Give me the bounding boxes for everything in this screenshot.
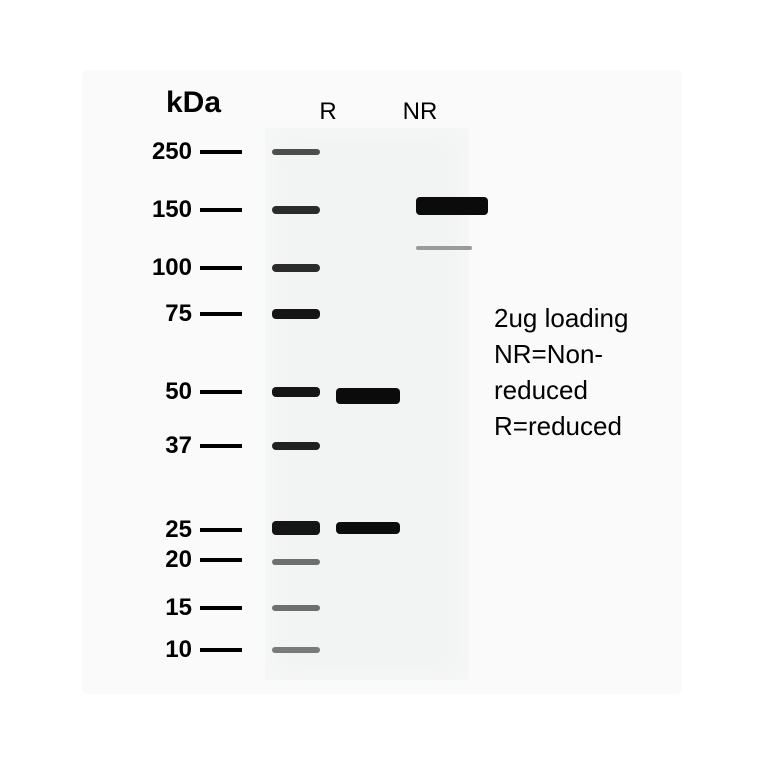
sample-band — [336, 522, 400, 534]
sample-band — [416, 197, 488, 215]
ladder-band — [272, 309, 320, 319]
ladder-band — [272, 559, 320, 565]
mw-label: 100 — [132, 254, 192, 282]
legend-line: R=reduced — [494, 408, 628, 444]
mw-tick — [200, 390, 242, 394]
mw-label: 15 — [132, 594, 192, 622]
mw-label: 50 — [132, 378, 192, 406]
legend-line: reduced — [494, 372, 628, 408]
figure-stage: kDa R NR 250 150 100 75 50 37 2520 15 10 2ug load… — [0, 0, 764, 764]
mw-tick — [200, 312, 242, 316]
mw-label: 20 — [132, 546, 192, 574]
mw-tick — [200, 606, 242, 610]
mw-label: 37 — [132, 432, 192, 460]
mw-tick — [200, 208, 242, 212]
mw-tick — [200, 648, 242, 652]
ladder-band — [272, 387, 320, 397]
mw-label: 150 — [132, 196, 192, 224]
ladder-band — [272, 442, 320, 450]
axis-title-kda: kDa — [166, 86, 221, 120]
lane-label: R — [298, 98, 358, 126]
ladder-band — [272, 206, 320, 214]
sample-band — [336, 388, 400, 404]
legend-line: 2ug loading — [494, 300, 628, 336]
ladder-band — [272, 521, 320, 535]
legend-block: 2ug loading NR=Non- reduced R=reduced — [494, 300, 628, 444]
legend-line: NR=Non- — [494, 336, 628, 372]
mw-tick — [200, 528, 242, 532]
mw-label: 25 — [132, 516, 192, 544]
mw-label: 10 — [132, 636, 192, 664]
mw-tick — [200, 150, 242, 154]
mw-tick — [200, 444, 242, 448]
mw-tick — [200, 266, 242, 270]
mw-label: 250 — [132, 138, 192, 166]
ladder-band — [272, 149, 320, 155]
mw-label: 75 — [132, 300, 192, 328]
ladder-band — [272, 647, 320, 653]
sample-band — [416, 246, 472, 250]
lane-label: NR — [390, 98, 450, 126]
mw-tick — [200, 558, 242, 562]
ladder-band — [272, 264, 320, 272]
ladder-band — [272, 605, 320, 611]
